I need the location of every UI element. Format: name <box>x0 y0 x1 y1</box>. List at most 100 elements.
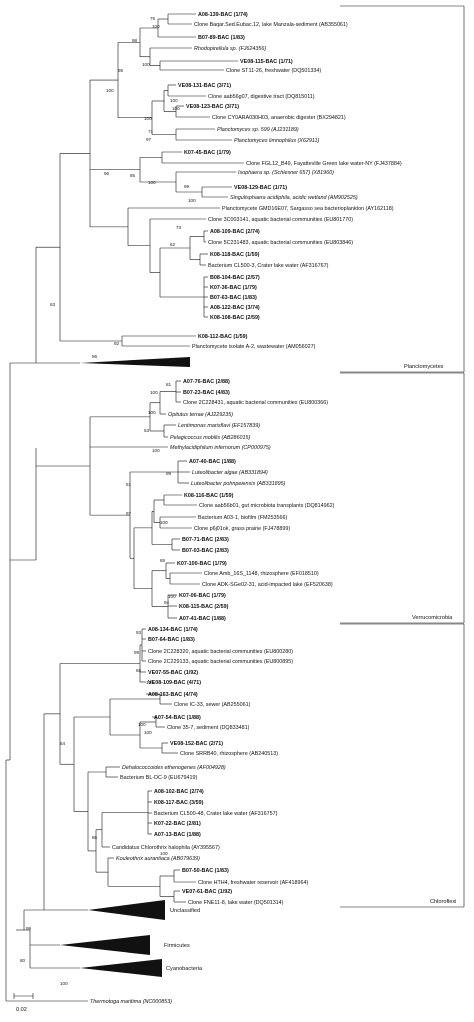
leaf-label-51: K08-115-BAC (2/59) <box>179 604 229 610</box>
bootstrap-value-32: 85 <box>160 558 166 563</box>
leaf-label-2: Clone Baqar.Sed.Eubac.12, lake Manzala-s… <box>194 22 348 28</box>
bootstrap-value-6: 100 <box>144 116 152 121</box>
bootstrap-value-35: 93 <box>136 630 142 635</box>
leaf-label-53: A08-134-BAC (1/74) <box>148 627 198 633</box>
leaf-label-72: Candidatus Chlorothrix halophila (AY3955… <box>112 845 220 851</box>
bootstrap-value-17: 62 <box>170 242 176 247</box>
bootstrap-value-11: 100 <box>106 88 114 93</box>
bootstrap-value-16: 73 <box>176 225 182 230</box>
bootstrap-value-22: 100 <box>168 358 176 363</box>
bootstrap-value-42: 86 <box>92 835 98 840</box>
bootstrap-value-20: 92 <box>114 341 120 346</box>
collapsed-clades <box>60 357 190 977</box>
leaf-label-52: A07-41-BAC (1/88) <box>179 616 226 622</box>
bootstrap-value-10: 100 <box>172 106 180 111</box>
leaf-label-78: Thermotoga maritima (NC000853) <box>90 999 172 1005</box>
leaf-label-4: Rhodopirellula sp. (FJ624356) <box>194 46 266 52</box>
leaf-label-62: Clone 35-7, sediment (DQ833481) <box>167 725 250 731</box>
bootstrap-value-46: 100 <box>60 981 68 986</box>
leaf-label-10: Clone CY0ARA030H03, anaerobic digester (… <box>212 115 346 121</box>
leaf-label-35: Lentimonas marisflavi (EF157839) <box>178 423 260 429</box>
bootstrap-value-2: 100 <box>152 24 160 29</box>
leaf-label-50: K07-06-BAC (1/79) <box>179 593 226 599</box>
leaf-label-31: A07-76-BAC (2/88) <box>183 379 230 385</box>
leaf-label-58: VE08-109-BAC (4/71) <box>148 680 201 686</box>
collapsed-clade-top <box>80 357 190 367</box>
bootstrap-value-4: 95 <box>118 68 124 73</box>
bootstrap-value-28: 99 <box>166 471 172 476</box>
bootstrap-value-7: 71 <box>148 129 154 134</box>
bootstrap-value-39: 54 <box>60 741 66 746</box>
bootstrap-value-15: 100 <box>188 198 196 203</box>
leaf-label-66: Bacterium BL-DC-9 (EU679419) <box>120 775 198 781</box>
leaf-label-77: Clone FNE11-8, lake water (DQ501314) <box>188 900 284 906</box>
group-label-cyanobacteria: Cyanobacteria <box>166 966 203 972</box>
bootstrap-value-40: 100 <box>144 730 152 735</box>
bootstrap-value-36: 99 <box>134 650 140 655</box>
collapsed-clade-unclassified <box>88 900 165 920</box>
group-label-verrucomicrobia: Verrucomicrobia <box>412 615 453 621</box>
leaf-label-57: VE07-55-BAC (1/92) <box>148 670 198 676</box>
bootstrap-value-23: 81 <box>166 382 172 387</box>
leaf-label-22: K08-118-BAC (1/59) <box>210 252 260 258</box>
group-label-chloroflexi: Chloroflexi <box>430 899 456 905</box>
leaf-label-41: K08-116-BAC (1/59) <box>184 493 234 499</box>
group-label-planctomycetes: Planctomycetes <box>404 364 444 370</box>
bootstrap-value-5: 100 <box>142 62 150 67</box>
leaf-label-54: B07-64-BAC (1/83) <box>148 637 195 643</box>
bootstrap-value-27: 100 <box>152 448 160 453</box>
bootstrap-values: 76 100 98 95 100 100 71 97 100 100 100 85 100 99 100 73… <box>20 16 196 986</box>
leaf-label-48: Clone Amb_16S_1148, rhizosphere (EF01851… <box>204 571 319 577</box>
leaf-label-11: Planctomyces sp. 599 (AJ231189) <box>217 127 299 133</box>
bootstrap-value-8: 97 <box>146 137 152 142</box>
leaf-label-39: Luteolibacter algae (AB331894) <box>192 470 268 476</box>
leaf-label-13: K07-45-BAC (1/79) <box>184 150 231 156</box>
leaf-label-20: A08-109-BAC (2/74) <box>210 229 260 235</box>
bootstrap-value-13: 100 <box>148 180 156 185</box>
bootstrap-value-33: 94 <box>164 600 170 605</box>
leaf-label-19: Clone 3C003141, aquatic bacterial commun… <box>208 217 353 223</box>
leaf-label-43: Bacterium A03-1, biofilm (FM253566) <box>198 515 287 521</box>
leaf-label-68: K08-117-BAC (3/59) <box>154 800 204 806</box>
leaf-label-65: Dehalococcoides ethenogenes (AF004928) <box>122 765 226 771</box>
group-brackets <box>340 5 465 908</box>
leaf-label-55: Clone 2C228320, aquatic bacterial commun… <box>148 649 293 655</box>
leaf-label-64: Clone SRRB40, rhizosphere (AB240513) <box>180 751 278 757</box>
leaf-label-44: Clone p6j01ok, grass prairie (FJ478899) <box>194 526 290 532</box>
bootstrap-value-38: 100 <box>146 680 154 685</box>
bootstrap-value-26: 53 <box>144 428 150 433</box>
leaf-label-16: VE08-129-BAC (1/71) <box>234 185 287 191</box>
leaf-label-3: B07-89-BAC (1/83) <box>198 35 245 41</box>
leaf-label-23: Bacterium CL500-3, Crater lake water (AF… <box>208 263 329 269</box>
bootstrap-value-43: 100 <box>160 851 168 856</box>
leaf-label-32: B07-23-BAC (4/83) <box>183 390 230 396</box>
leaf-labels: A08-139-BAC (1/74) Clone Baqar.Sed.Eubac.… <box>90 12 402 1005</box>
bootstrap-value-44: 99 <box>26 926 32 931</box>
leaf-label-40: Luteolibacter pohnpeiensis (AB331895) <box>191 481 286 487</box>
leaf-label-60: Clone IC-33, sewer (AB255061) <box>174 702 251 708</box>
leaf-label-59: A08-163-BAC (4/74) <box>148 692 198 698</box>
leaf-label-47: K07-100-BAC (1/79) <box>177 561 227 567</box>
bootstrap-value-30: 97 <box>126 511 132 516</box>
leaf-label-74: B07-50-BAC (1/83) <box>182 868 229 874</box>
leaf-label-7: VE08-131-BAC (3/71) <box>178 83 231 89</box>
collapsed-clade-cyanobacteria <box>80 959 162 977</box>
group-label-unclassified: Unclassified <box>170 908 200 914</box>
leaf-label-15: Isophaera sp. (Schlesner 657) (X81960) <box>238 170 334 176</box>
leaf-label-63: VE08-152-BAC (2/71) <box>170 741 223 747</box>
leaf-label-5: VE08-115-BAC (1/71) <box>240 59 293 65</box>
leaf-label-33: Clone 2C228431, aquatic bacterial commun… <box>183 400 328 406</box>
leaf-label-9: VE08-123-BAC (3/71) <box>186 104 239 110</box>
bootstrap-value-24: 100 <box>150 390 158 395</box>
leaf-label-49: Clone ADK-SGe02-31, acid-impacted lake (… <box>202 582 333 588</box>
leaf-label-25: K07-36-BAC (1/79) <box>210 285 257 291</box>
leaf-label-29: K08-112-BAC (1/59) <box>198 334 248 340</box>
leaf-label-17: Singulisphaera acidiphila, acidic wetlan… <box>230 195 358 201</box>
bootstrap-value-37: 65 <box>136 668 142 673</box>
leaf-label-70: K07-22-BAC (2/81) <box>154 821 201 827</box>
leaf-label-69: Bacterium CL500-48, Crater lake water (A… <box>154 811 278 817</box>
leaf-label-67: A08-102-BAC (2/74) <box>154 789 204 795</box>
bootstrap-value-29: 51 <box>126 482 132 487</box>
bootstrap-value-1: 76 <box>150 16 156 21</box>
